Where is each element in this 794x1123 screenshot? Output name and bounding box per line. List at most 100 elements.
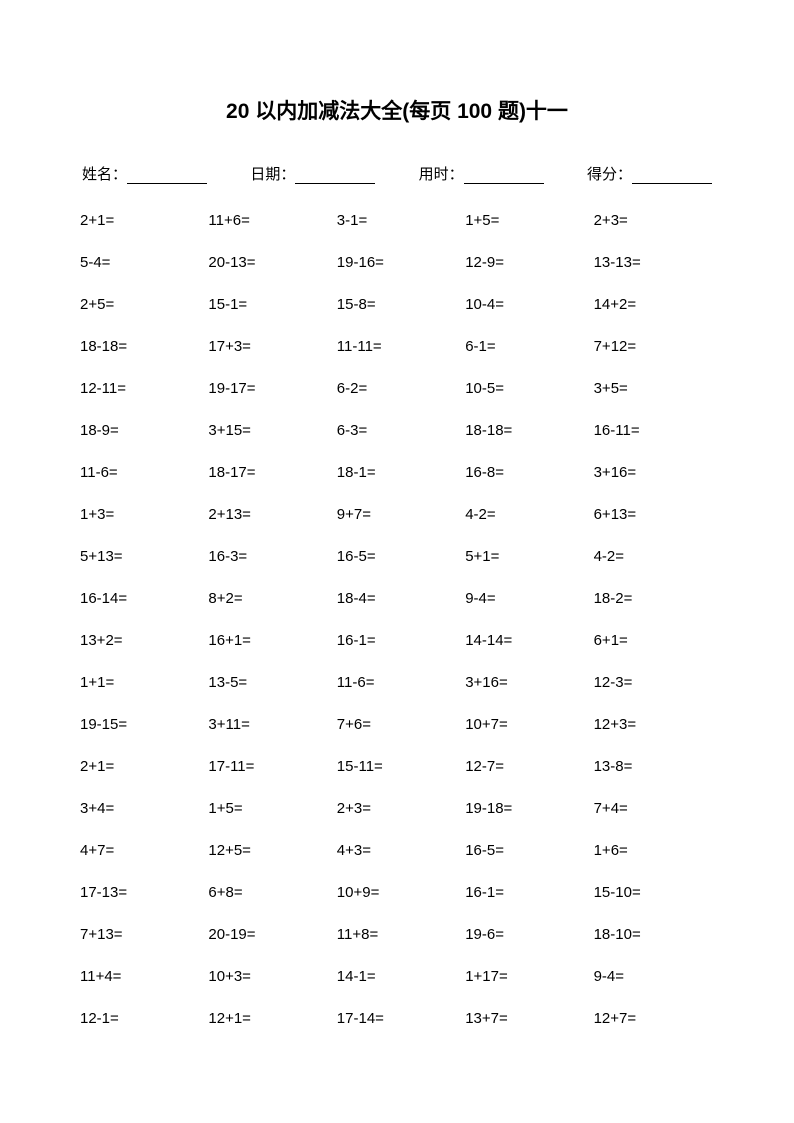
name-blank — [127, 166, 207, 184]
problem-cell: 18-18= — [80, 338, 200, 355]
problem-cell: 11-6= — [80, 464, 200, 481]
problem-cell: 17-13= — [80, 884, 200, 901]
header-row: 姓名： 日期： 用时： 得分： — [80, 163, 714, 184]
score-label: 得分： — [587, 163, 632, 184]
problem-cell: 12-9= — [465, 254, 585, 271]
problem-cell: 13-5= — [208, 674, 328, 691]
problem-cell: 2+3= — [594, 212, 714, 229]
problem-cell: 19-16= — [337, 254, 457, 271]
problem-cell: 12-7= — [465, 758, 585, 775]
problem-cell: 16+1= — [208, 632, 328, 649]
problem-cell: 6+1= — [594, 632, 714, 649]
problem-cell: 18-18= — [465, 422, 585, 439]
problem-cell: 15-10= — [594, 884, 714, 901]
problem-cell: 9-4= — [465, 590, 585, 607]
problem-cell: 17-14= — [337, 1010, 457, 1027]
problem-cell: 18-10= — [594, 926, 714, 943]
problem-cell: 9+7= — [337, 506, 457, 523]
problem-cell: 6+13= — [594, 506, 714, 523]
problem-cell: 5-4= — [80, 254, 200, 271]
problem-cell: 4-2= — [594, 548, 714, 565]
problem-cell: 12-11= — [80, 380, 200, 397]
problem-cell: 4+7= — [80, 842, 200, 859]
problem-cell: 2+13= — [208, 506, 328, 523]
problem-cell: 16-1= — [465, 884, 585, 901]
problem-cell: 7+13= — [80, 926, 200, 943]
problem-cell: 10-4= — [465, 296, 585, 313]
problem-cell: 11+4= — [80, 968, 200, 985]
problem-cell: 19-18= — [465, 800, 585, 817]
problem-cell: 6-2= — [337, 380, 457, 397]
problem-cell: 13-13= — [594, 254, 714, 271]
problem-cell: 15-1= — [208, 296, 328, 313]
problem-cell: 18-2= — [594, 590, 714, 607]
problem-cell: 14-14= — [465, 632, 585, 649]
problem-cell: 16-5= — [465, 842, 585, 859]
problem-cell: 3-1= — [337, 212, 457, 229]
date-field: 日期： — [250, 163, 375, 184]
problem-cell: 3+5= — [594, 380, 714, 397]
date-blank — [295, 166, 375, 184]
problem-cell: 6+8= — [208, 884, 328, 901]
time-label: 用时： — [419, 163, 464, 184]
problem-cell: 13-8= — [594, 758, 714, 775]
problem-cell: 3+16= — [465, 674, 585, 691]
problem-cell: 1+5= — [208, 800, 328, 817]
problem-cell: 15-8= — [337, 296, 457, 313]
problem-cell: 5+1= — [465, 548, 585, 565]
date-label: 日期： — [250, 163, 295, 184]
problem-cell: 3+11= — [208, 716, 328, 733]
problem-cell: 19-6= — [465, 926, 585, 943]
problem-cell: 3+15= — [208, 422, 328, 439]
problem-cell: 12+5= — [208, 842, 328, 859]
problem-cell: 10-5= — [465, 380, 585, 397]
problem-cell: 6-1= — [465, 338, 585, 355]
problem-cell: 15-11= — [337, 758, 457, 775]
problem-cell: 16-5= — [337, 548, 457, 565]
problem-cell: 2+5= — [80, 296, 200, 313]
problem-cell: 20-19= — [208, 926, 328, 943]
problems-grid: 2+1=11+6=3-1=1+5=2+3=5-4=20-13=19-16=12-… — [80, 212, 714, 1027]
problem-cell: 2+3= — [337, 800, 457, 817]
problem-cell: 1+1= — [80, 674, 200, 691]
problem-cell: 1+3= — [80, 506, 200, 523]
problem-cell: 18-17= — [208, 464, 328, 481]
problem-cell: 19-17= — [208, 380, 328, 397]
score-field: 得分： — [587, 163, 712, 184]
problem-cell: 11-6= — [337, 674, 457, 691]
problem-cell: 18-1= — [337, 464, 457, 481]
time-blank — [464, 166, 544, 184]
problem-cell: 13+2= — [80, 632, 200, 649]
problem-cell: 20-13= — [208, 254, 328, 271]
problem-cell: 4-2= — [465, 506, 585, 523]
problem-cell: 12+3= — [594, 716, 714, 733]
problem-cell: 16-3= — [208, 548, 328, 565]
name-label: 姓名： — [82, 163, 127, 184]
problem-cell: 11+8= — [337, 926, 457, 943]
problem-cell: 10+7= — [465, 716, 585, 733]
problem-cell: 1+17= — [465, 968, 585, 985]
problem-cell: 10+9= — [337, 884, 457, 901]
page-title: 20 以内加减法大全(每页 100 题)十一 — [80, 95, 714, 125]
problem-cell: 12-3= — [594, 674, 714, 691]
problem-cell: 16-8= — [465, 464, 585, 481]
problem-cell: 12-1= — [80, 1010, 200, 1027]
time-field: 用时： — [419, 163, 544, 184]
problem-cell: 7+6= — [337, 716, 457, 733]
problem-cell: 17+3= — [208, 338, 328, 355]
problem-cell: 9-4= — [594, 968, 714, 985]
problem-cell: 18-9= — [80, 422, 200, 439]
problem-cell: 7+12= — [594, 338, 714, 355]
problem-cell: 4+3= — [337, 842, 457, 859]
problem-cell: 8+2= — [208, 590, 328, 607]
score-blank — [632, 166, 712, 184]
problem-cell: 16-1= — [337, 632, 457, 649]
problem-cell: 3+16= — [594, 464, 714, 481]
problem-cell: 3+4= — [80, 800, 200, 817]
problem-cell: 12+7= — [594, 1010, 714, 1027]
problem-cell: 14-1= — [337, 968, 457, 985]
problem-cell: 17-11= — [208, 758, 328, 775]
problem-cell: 16-11= — [594, 422, 714, 439]
problem-cell: 16-14= — [80, 590, 200, 607]
name-field: 姓名： — [82, 163, 207, 184]
